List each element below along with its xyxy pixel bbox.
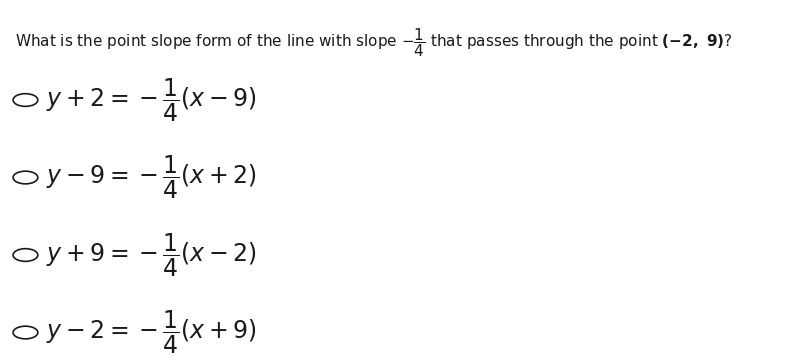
- Text: What is the point slope form of the line with slope $-\dfrac{1}{4}$ that passes : What is the point slope form of the line…: [15, 26, 733, 59]
- Text: $y - 2 = -\dfrac{1}{4}(x + 9)$: $y - 2 = -\dfrac{1}{4}(x + 9)$: [46, 309, 257, 356]
- Text: $y - 9 = -\dfrac{1}{4}(x + 2)$: $y - 9 = -\dfrac{1}{4}(x + 2)$: [46, 154, 257, 201]
- Text: $y + 9 = -\dfrac{1}{4}(x - 2)$: $y + 9 = -\dfrac{1}{4}(x - 2)$: [46, 231, 257, 279]
- Text: $y + 2 = -\dfrac{1}{4}(x - 9)$: $y + 2 = -\dfrac{1}{4}(x - 9)$: [46, 76, 257, 124]
